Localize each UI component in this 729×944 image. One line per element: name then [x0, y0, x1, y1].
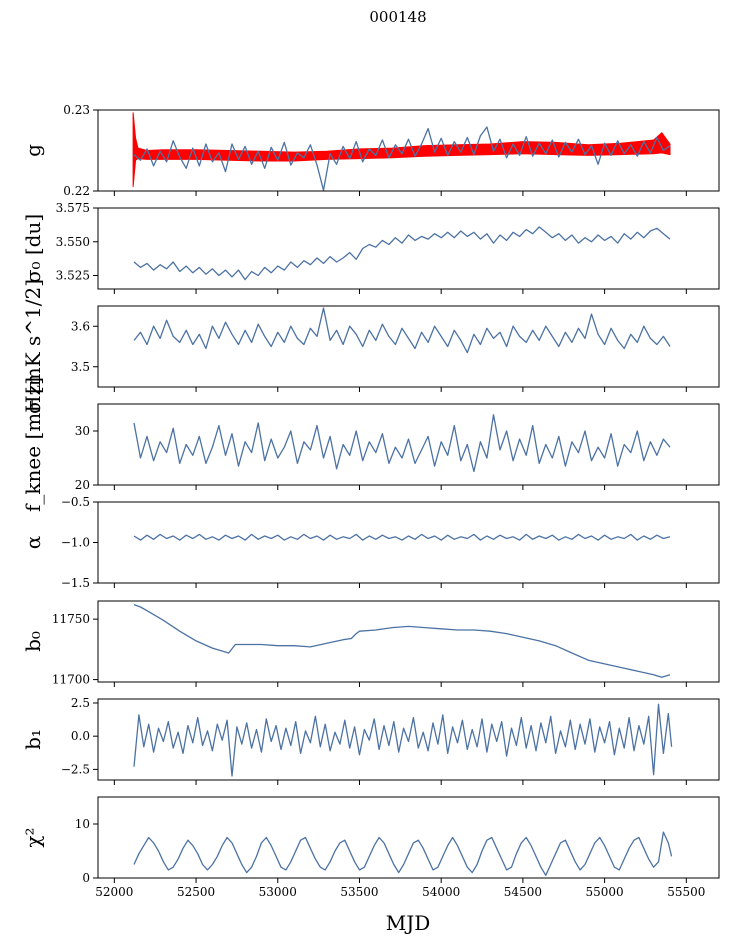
y-tick-label: −1.5: [61, 576, 90, 590]
y-tick-label: 3.5: [71, 360, 90, 374]
y-axis-label-b1: b₁: [21, 729, 45, 750]
y-tick-label: 30: [75, 424, 90, 438]
y-axis-label-b0: b₀: [21, 631, 45, 652]
y-tick-label: 3.6: [71, 319, 90, 333]
x-tick-label: 54000: [422, 885, 460, 899]
y-tick-label: 3.525: [56, 269, 90, 283]
panel-b0-plot: [133, 603, 671, 678]
panel-sigma_K-frame: [97, 305, 720, 388]
panel-chi2-plot: [133, 831, 673, 876]
panel-sigma_K: 3.5 3.6 σ [mK s^1/2]: [21, 279, 720, 414]
figure-suptitle: 000148: [369, 8, 426, 26]
y-tick-label: 3.575: [56, 201, 90, 215]
series-line-chi2-0: [133, 831, 673, 876]
panel-sigma0-plot: [133, 226, 671, 281]
x-tick-label: 53500: [340, 885, 378, 899]
series-line-alpha-0: [133, 533, 671, 541]
panel-fknee: 20 30 f_knee [mHz]: [21, 377, 720, 512]
series-line-fknee-0: [133, 414, 671, 473]
x-tick-label: 52500: [177, 885, 215, 899]
y-tick-label: −1.0: [61, 536, 90, 550]
panel-chi2-frame: [97, 796, 720, 879]
y-tick-label: 2.5: [71, 696, 90, 710]
panel-b1-frame: [97, 698, 720, 781]
panel-alpha: −1.5 −1.0 −0.5 α: [21, 495, 720, 590]
y-tick-label: 20: [75, 478, 90, 492]
y-tick-label: 0: [82, 871, 90, 885]
y-tick-label: −0.5: [61, 495, 90, 509]
series-line-sigma0-0: [133, 226, 671, 281]
panel-fknee-plot: [133, 414, 671, 473]
y-axis-label-sigma_K: σ [mK s^1/2]: [21, 279, 45, 414]
y-tick-label: 0.23: [63, 103, 90, 117]
panel-g-frame: [97, 109, 720, 192]
panel-b0: 11700 11750 b₀: [21, 600, 720, 687]
y-tick-label: 10: [75, 817, 90, 831]
series-line-b0-0: [133, 603, 671, 678]
panel-sigma0: 3.525 3.550 3.575 σ₀ [du]: [21, 201, 720, 294]
x-tick-label: 53000: [259, 885, 297, 899]
series-line-sigma_K-0: [133, 307, 671, 354]
panel-alpha-frame: [97, 501, 720, 584]
y-axis-label-g: g: [21, 144, 45, 157]
panel-sigma0-frame: [97, 207, 720, 290]
series-line-g-1: [133, 126, 671, 191]
x-tick-label: 55000: [586, 885, 624, 899]
x-axis-label: MJD: [386, 911, 431, 935]
panel-alpha-plot: [133, 533, 671, 541]
panel-b1-plot: [133, 703, 673, 777]
x-tick-label: 52000: [95, 885, 133, 899]
panel-b1: −2.5 0.0 2.5 b₁: [21, 696, 720, 785]
y-axis-label-fknee: f_knee [mHz]: [21, 377, 45, 512]
panel-g-plot: [132, 112, 671, 191]
x-tick-label: 55500: [667, 885, 705, 899]
panel-sigma_K-plot: [133, 307, 671, 354]
y-tick-label: 3.550: [56, 235, 90, 249]
panel-fknee-frame: [97, 403, 720, 486]
y-axis-label-chi2: χ²: [21, 827, 45, 847]
panel-b0-frame: [97, 600, 720, 683]
series-line-b1-0: [133, 703, 673, 777]
series-band-g: [132, 112, 671, 187]
panel-g: 0.22 0.23 g: [21, 103, 720, 198]
y-tick-label: 0.0: [71, 729, 90, 743]
y-tick-label: 0.22: [63, 184, 90, 198]
panels: 0.22 0.23 g 3.525 3.550 3.575 σ₀ [du] 3.5 3.6 σ […: [21, 103, 720, 899]
panel-chi2: 52000 52500 53000 53500 54000 54500 55000 55500…: [21, 796, 720, 899]
y-tick-label: −2.5: [61, 762, 90, 776]
y-tick-label: 11700: [52, 673, 90, 687]
y-tick-label: 11750: [52, 612, 90, 626]
y-axis-label-alpha: α: [21, 536, 45, 550]
x-tick-label: 54500: [504, 885, 542, 899]
y-axis-label-sigma0: σ₀ [du]: [21, 214, 45, 283]
